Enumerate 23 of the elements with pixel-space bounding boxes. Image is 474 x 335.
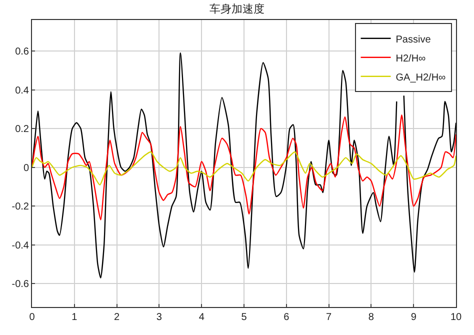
x-tick-label: 10 xyxy=(450,312,462,323)
x-tick-label: 3 xyxy=(156,312,162,323)
x-tick-label: 2 xyxy=(114,312,120,323)
x-tick-label: 7 xyxy=(326,312,332,323)
y-tick-label: 0 xyxy=(23,162,30,174)
legend-label: GA_H2/H∞ xyxy=(396,72,446,84)
y-tick-label: -0.2 xyxy=(12,202,30,213)
y-tick-label: -0.6 xyxy=(12,279,30,290)
chart-title: 车身加速度 xyxy=(210,2,264,16)
legend-label: Passive xyxy=(396,34,432,46)
x-tick-label: 9 xyxy=(410,312,417,323)
x-tick-label: 8 xyxy=(368,312,374,323)
x-tick-label: 4 xyxy=(198,312,205,323)
y-tick-label: -0.4 xyxy=(12,240,30,252)
y-tick-label: 0.4 xyxy=(15,85,30,96)
legend-label: H2/H∞ xyxy=(396,53,426,64)
y-tick-label: 0.6 xyxy=(15,46,30,58)
line-series xyxy=(32,114,456,220)
x-tick-label: 6 xyxy=(284,312,290,323)
x-tick-label: 5 xyxy=(241,312,248,323)
x-tick-label: 1 xyxy=(72,312,78,323)
line-series xyxy=(32,151,456,186)
y-tick-label: 0.2 xyxy=(15,124,30,136)
